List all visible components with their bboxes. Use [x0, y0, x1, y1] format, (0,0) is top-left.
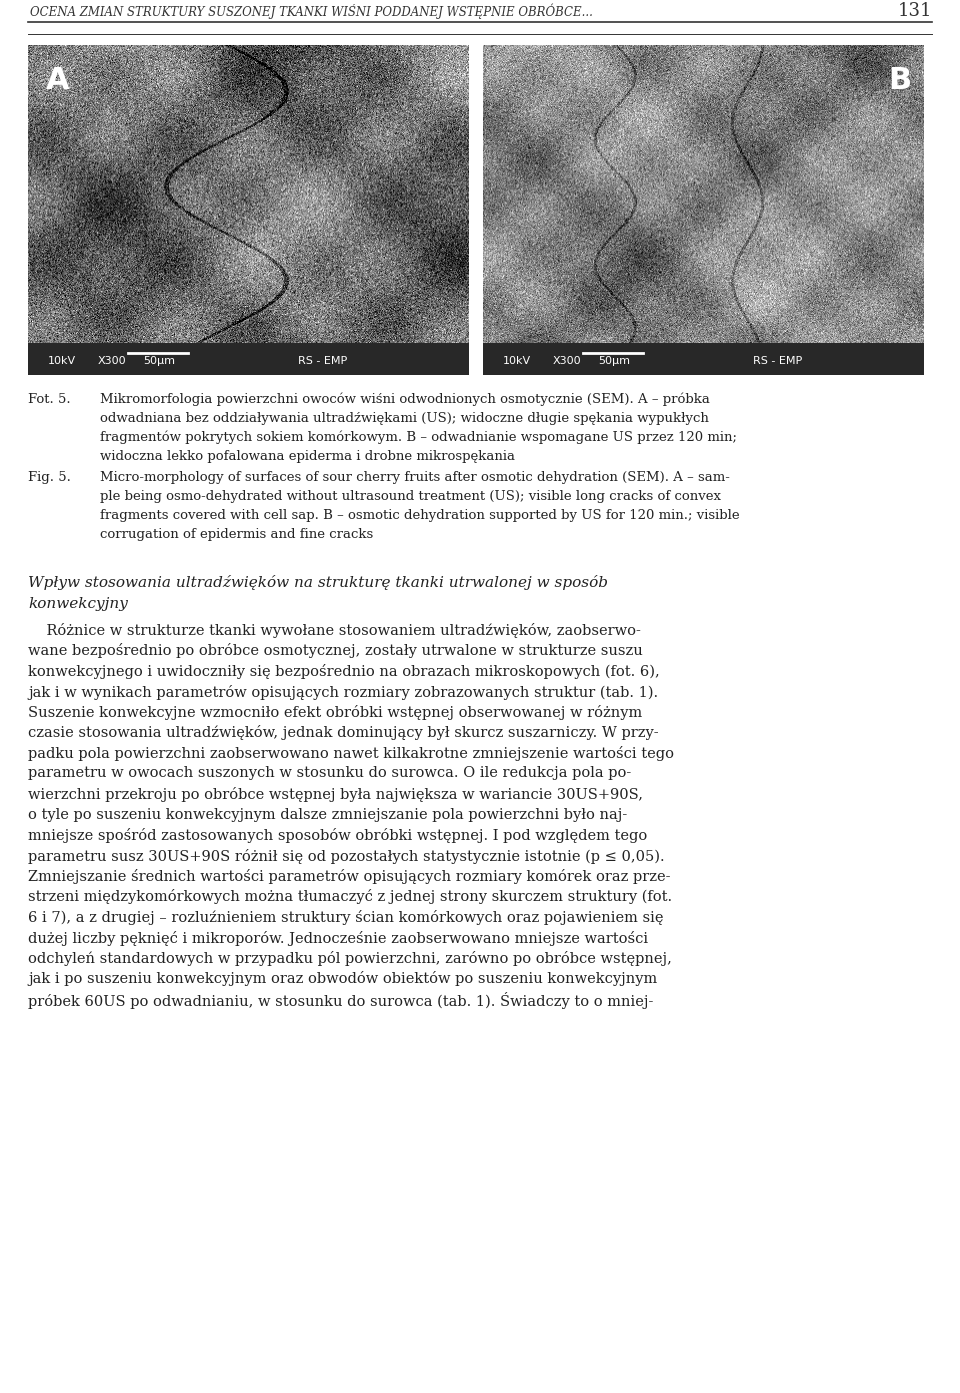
- Text: Fot. 5.: Fot. 5.: [28, 393, 71, 405]
- Text: odwadniana bez oddziaływania ultradźwiękami (US); widoczne długie spękania wypuk: odwadniana bez oddziaływania ultradźwięk…: [100, 412, 708, 425]
- Text: fragmentów pokrytych sokiem komórkowym. B – odwadnianie wspomagane US przez 120 : fragmentów pokrytych sokiem komórkowym. …: [100, 430, 737, 444]
- Text: konwekcyjnego i uwidoczniły się bezpośrednio na obrazach mikroskopowych (fot. 6): konwekcyjnego i uwidoczniły się bezpośre…: [28, 664, 660, 678]
- Text: Mikromorfologia powierzchni owoców wiśni odwodnionych osmotycznie (SEM). A – pró: Mikromorfologia powierzchni owoców wiśni…: [100, 393, 709, 407]
- Text: parametru w owocach suszonych w stosunku do surowca. O ile redukcja pola po-: parametru w owocach suszonych w stosunku…: [28, 766, 632, 780]
- Text: X300: X300: [553, 357, 582, 366]
- Text: próbek 60US po odwadnianiu, w stosunku do surowca (tab. 1). Świadczy to o mniej-: próbek 60US po odwadnianiu, w stosunku d…: [28, 992, 654, 1009]
- Text: wierzchni przekroju po obróbce wstępnej była największa w wariancie 30US+90S,: wierzchni przekroju po obróbce wstępnej …: [28, 787, 643, 802]
- Text: odchyleń standardowych w przypadku pól powierzchni, zarówno po obróbce wstępnej,: odchyleń standardowych w przypadku pól p…: [28, 951, 672, 965]
- Text: Micro-morphology of surfaces of sour cherry fruits after osmotic dehydration (SE: Micro-morphology of surfaces of sour che…: [100, 471, 730, 483]
- Text: RS - EMP: RS - EMP: [753, 357, 803, 366]
- Text: Różnice w strukturze tkanki wywołane stosowaniem ultradźwięków, zaobserwo-: Różnice w strukturze tkanki wywołane sto…: [28, 623, 641, 638]
- Text: 10kV: 10kV: [503, 357, 531, 366]
- Text: parametru susz 30US+90S różnił się od pozostałych statystycznie istotnie (p ≤ 0,: parametru susz 30US+90S różnił się od po…: [28, 848, 664, 864]
- Text: mniejsze spośród zastosowanych sposobów obróbki wstępnej. I pod względem tego: mniejsze spośród zastosowanych sposobów …: [28, 827, 647, 843]
- Text: 50μm: 50μm: [598, 357, 630, 366]
- Text: konwekcyjny: konwekcyjny: [28, 598, 128, 612]
- Text: RS - EMP: RS - EMP: [298, 357, 348, 366]
- Text: wane bezpośrednio po obróbce osmotycznej, zostały utrwalone w strukturze suszu: wane bezpośrednio po obróbce osmotycznej…: [28, 644, 643, 659]
- Text: czasie stosowania ultradźwięków, jednak dominujący był skurcz suszarniczy. W prz: czasie stosowania ultradźwięków, jednak …: [28, 726, 659, 741]
- Text: jak i w wynikach parametrów opisujących rozmiary zobrazowanych struktur (tab. 1): jak i w wynikach parametrów opisujących …: [28, 684, 659, 699]
- Text: 131: 131: [898, 1, 932, 20]
- Text: Zmniejszanie średnich wartości parametrów opisujących rozmiary komórek oraz prze: Zmniejszanie średnich wartości parametró…: [28, 869, 670, 885]
- Text: B: B: [889, 65, 912, 95]
- Bar: [483, 343, 924, 375]
- Text: padku pola powierzchni zaobserwowano nawet kilkakrotne zmniejszenie wartości teg: padku pola powierzchni zaobserwowano naw…: [28, 747, 674, 761]
- Text: X300: X300: [98, 357, 127, 366]
- Text: corrugation of epidermis and fine cracks: corrugation of epidermis and fine cracks: [100, 528, 373, 540]
- Text: Wpływ stosowania ultradźwięków na strukturę tkanki utrwalonej w sposób: Wpływ stosowania ultradźwięków na strukt…: [28, 575, 608, 591]
- Text: ple being osmo-dehydrated without ultrasound treatment (US); visible long cracks: ple being osmo-dehydrated without ultras…: [100, 490, 721, 503]
- Text: widoczna lekko pofalowana epiderma i drobne mikrospękania: widoczna lekko pofalowana epiderma i dro…: [100, 450, 515, 462]
- Text: 50μm: 50μm: [143, 357, 175, 366]
- Text: 6 i 7), a z drugiej – rozluźnieniem struktury ścian komórkowych oraz pojawieniem: 6 i 7), a z drugiej – rozluźnieniem stru…: [28, 910, 663, 925]
- Bar: [28, 343, 469, 375]
- Text: o tyle po suszeniu konwekcyjnym dalsze zmniejszanie pola powierzchni było naj-: o tyle po suszeniu konwekcyjnym dalsze z…: [28, 808, 627, 822]
- Text: OCENA ZMIAN STRUKTURY SUSZONEJ TKANKI WIŚNI PODDANEJ WSTĘPNIE OBRÓBCE...: OCENA ZMIAN STRUKTURY SUSZONEJ TKANKI WI…: [30, 3, 593, 18]
- Text: jak i po suszeniu konwekcyjnym oraz obwodów obiektów po suszeniu konwekcyjnym: jak i po suszeniu konwekcyjnym oraz obwo…: [28, 971, 658, 986]
- Text: dużej liczby pęknięć i mikroporów. Jednocześnie zaobserwowano mniejsze wartości: dużej liczby pęknięć i mikroporów. Jedno…: [28, 931, 648, 946]
- Text: 10kV: 10kV: [48, 357, 76, 366]
- Text: strzeni międzykomórkowych można tłumaczyć z jednej strony skurczem struktury (fo: strzeni międzykomórkowych można tłumaczy…: [28, 890, 672, 904]
- Text: Suszenie konwekcyjne wzmocniło efekt obróbki wstępnej obserwowanej w różnym: Suszenie konwekcyjne wzmocniło efekt obr…: [28, 705, 642, 720]
- Text: fragments covered with cell sap. B – osmotic dehydration supported by US for 120: fragments covered with cell sap. B – osm…: [100, 508, 739, 522]
- Text: Fig. 5.: Fig. 5.: [28, 471, 71, 483]
- Text: A: A: [46, 65, 69, 95]
